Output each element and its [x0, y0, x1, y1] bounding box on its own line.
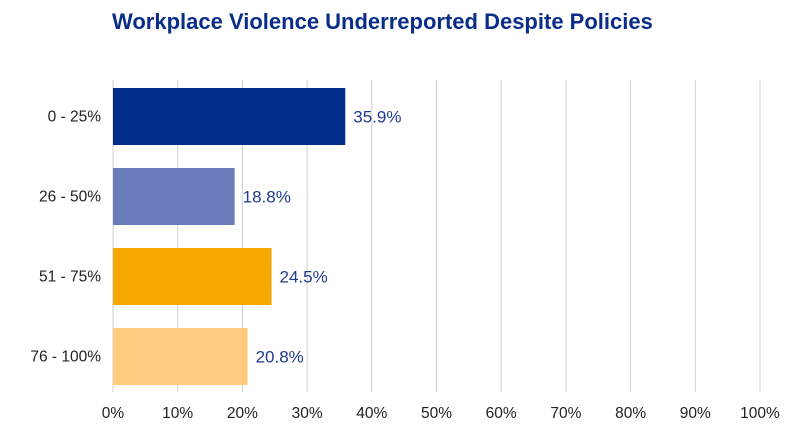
- x-tick-label-70: 70%: [550, 405, 581, 422]
- chart-title: Workplace Violence Underreported Despite…: [112, 9, 653, 34]
- x-axis-tick-labels: 0% 10% 20% 30% 40% 50% 60% 70% 80% 90% 100%: [102, 405, 780, 422]
- category-label-4: 76 - 100%: [30, 349, 101, 366]
- bars: [113, 88, 346, 385]
- x-tick-label-30: 30%: [292, 405, 323, 422]
- x-tick-label-80: 80%: [615, 405, 646, 422]
- data-label-2: 18.8%: [243, 188, 291, 207]
- x-tick-label-100: 100%: [740, 405, 780, 422]
- data-label-4: 20.8%: [256, 348, 304, 367]
- bar-1: [113, 88, 346, 145]
- bar-2: [113, 168, 235, 225]
- category-label-2: 26 - 50%: [39, 189, 101, 206]
- data-labels: 35.9% 18.8% 24.5% 20.8%: [243, 108, 402, 367]
- category-labels: 0 - 25% 26 - 50% 51 - 75% 76 - 100%: [30, 109, 101, 366]
- category-label-1: 0 - 25%: [48, 109, 102, 126]
- category-label-3: 51 - 75%: [39, 269, 101, 286]
- x-tick-label-50: 50%: [421, 405, 452, 422]
- bar-4: [113, 328, 248, 385]
- x-tick-label-20: 20%: [227, 405, 258, 422]
- data-label-1: 35.9%: [353, 108, 401, 127]
- x-tick-label-0: 0%: [102, 405, 125, 422]
- x-tick-label-60: 60%: [486, 405, 517, 422]
- x-tick-label-90: 90%: [680, 405, 711, 422]
- bar-3: [113, 248, 272, 305]
- data-label-3: 24.5%: [280, 268, 328, 287]
- x-tick-label-10: 10%: [162, 405, 193, 422]
- x-tick-label-40: 40%: [356, 405, 387, 422]
